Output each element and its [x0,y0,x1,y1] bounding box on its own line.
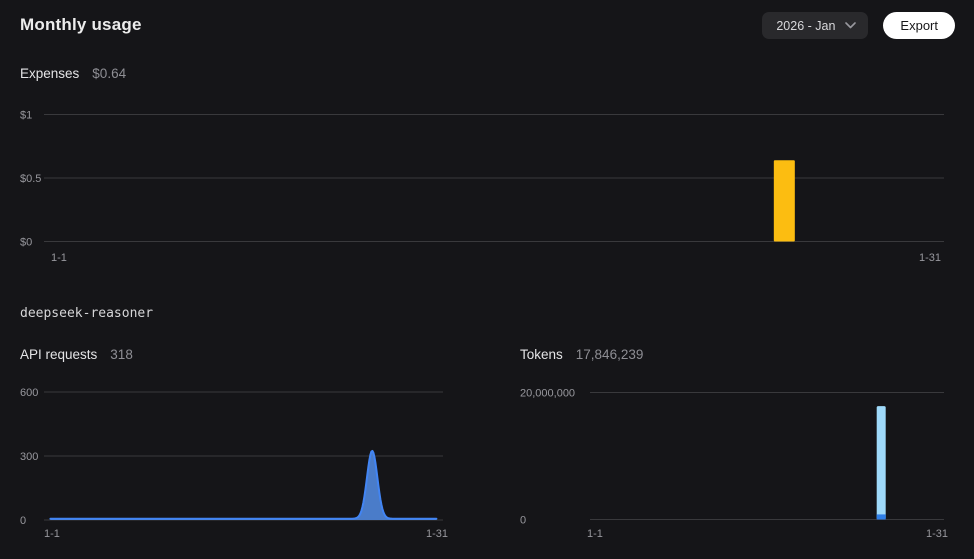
api-requests-metric: API requests 318 [20,347,133,363]
model-name: deepseek-reasoner [20,306,154,321]
chevron-down-icon [845,22,857,29]
tokens-value: 17,846,239 [575,347,644,362]
svg-text:0: 0 [20,515,26,527]
tokens-metric: Tokens 17,846,239 [520,347,643,363]
svg-text:300: 300 [20,451,38,463]
api-requests-chart: 600 300 0 1-1 1-31 [20,387,448,540]
api-requests-label: API requests [20,347,98,362]
export-button[interactable]: Export [883,12,955,39]
svg-text:$0.5: $0.5 [20,173,41,185]
svg-text:20,000,000: 20,000,000 [520,388,575,400]
month-select[interactable]: 2026 - Jan [762,12,869,39]
page-title: Monthly usage [20,15,142,34]
api-requests-value: 318 [110,347,133,362]
svg-text:1-31: 1-31 [926,528,948,540]
expenses-value: $0.64 [92,66,127,81]
svg-text:1-1: 1-1 [587,528,603,540]
svg-text:$1: $1 [20,110,32,122]
svg-text:1-31: 1-31 [919,252,941,264]
svg-text:600: 600 [20,387,38,399]
header-controls: 2026 - Jan Export [762,12,955,39]
tokens-label: Tokens [520,347,563,362]
month-select-value: 2026 - Jan [776,18,836,33]
expenses-label: Expenses [20,66,80,81]
svg-text:$0: $0 [20,237,32,249]
svg-text:1-1: 1-1 [44,528,60,540]
expenses-metric: Expenses $0.64 [20,66,126,82]
expenses-chart: $1 $0.5 $0 1-1 1-31 [20,110,944,264]
svg-text:1-1: 1-1 [51,252,67,264]
tokens-chart: 20,000,000 0 1-1 1-31 [520,388,948,541]
model-charts: 600 300 0 1-1 1-31 20,000,000 0 1-1 1-31 [20,387,948,541]
svg-text:1-31: 1-31 [426,528,448,540]
svg-text:0: 0 [520,515,526,527]
